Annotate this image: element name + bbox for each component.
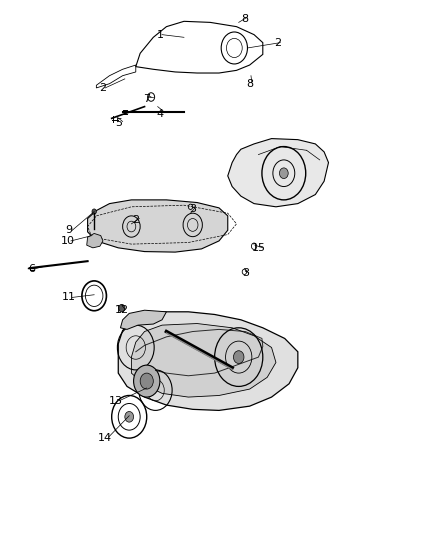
Text: 2: 2: [275, 38, 282, 47]
Text: 8: 8: [242, 14, 249, 23]
Text: 7: 7: [143, 94, 150, 103]
Text: 10: 10: [61, 237, 75, 246]
Text: 2: 2: [99, 83, 106, 93]
Polygon shape: [228, 139, 328, 207]
Text: 9: 9: [66, 225, 73, 235]
Text: 13: 13: [109, 396, 123, 406]
Circle shape: [140, 373, 153, 389]
Text: 1: 1: [156, 30, 163, 39]
Polygon shape: [118, 312, 298, 410]
Text: 4: 4: [156, 109, 163, 118]
Polygon shape: [120, 310, 166, 329]
Text: 2: 2: [132, 215, 139, 224]
Text: 3: 3: [242, 268, 249, 278]
Text: 6: 6: [28, 264, 35, 273]
Text: 15: 15: [252, 243, 266, 253]
Text: 12: 12: [115, 305, 129, 315]
Circle shape: [92, 209, 96, 214]
Polygon shape: [87, 233, 103, 248]
Circle shape: [279, 168, 288, 179]
Text: 5: 5: [115, 118, 122, 127]
Circle shape: [134, 365, 160, 397]
Circle shape: [119, 304, 125, 312]
Circle shape: [233, 351, 244, 364]
Text: 14: 14: [98, 433, 112, 443]
Circle shape: [125, 411, 134, 422]
Polygon shape: [131, 324, 276, 397]
Text: 8: 8: [246, 79, 253, 88]
Text: 11: 11: [62, 293, 76, 302]
Polygon shape: [88, 200, 228, 252]
Text: 3: 3: [189, 204, 196, 214]
